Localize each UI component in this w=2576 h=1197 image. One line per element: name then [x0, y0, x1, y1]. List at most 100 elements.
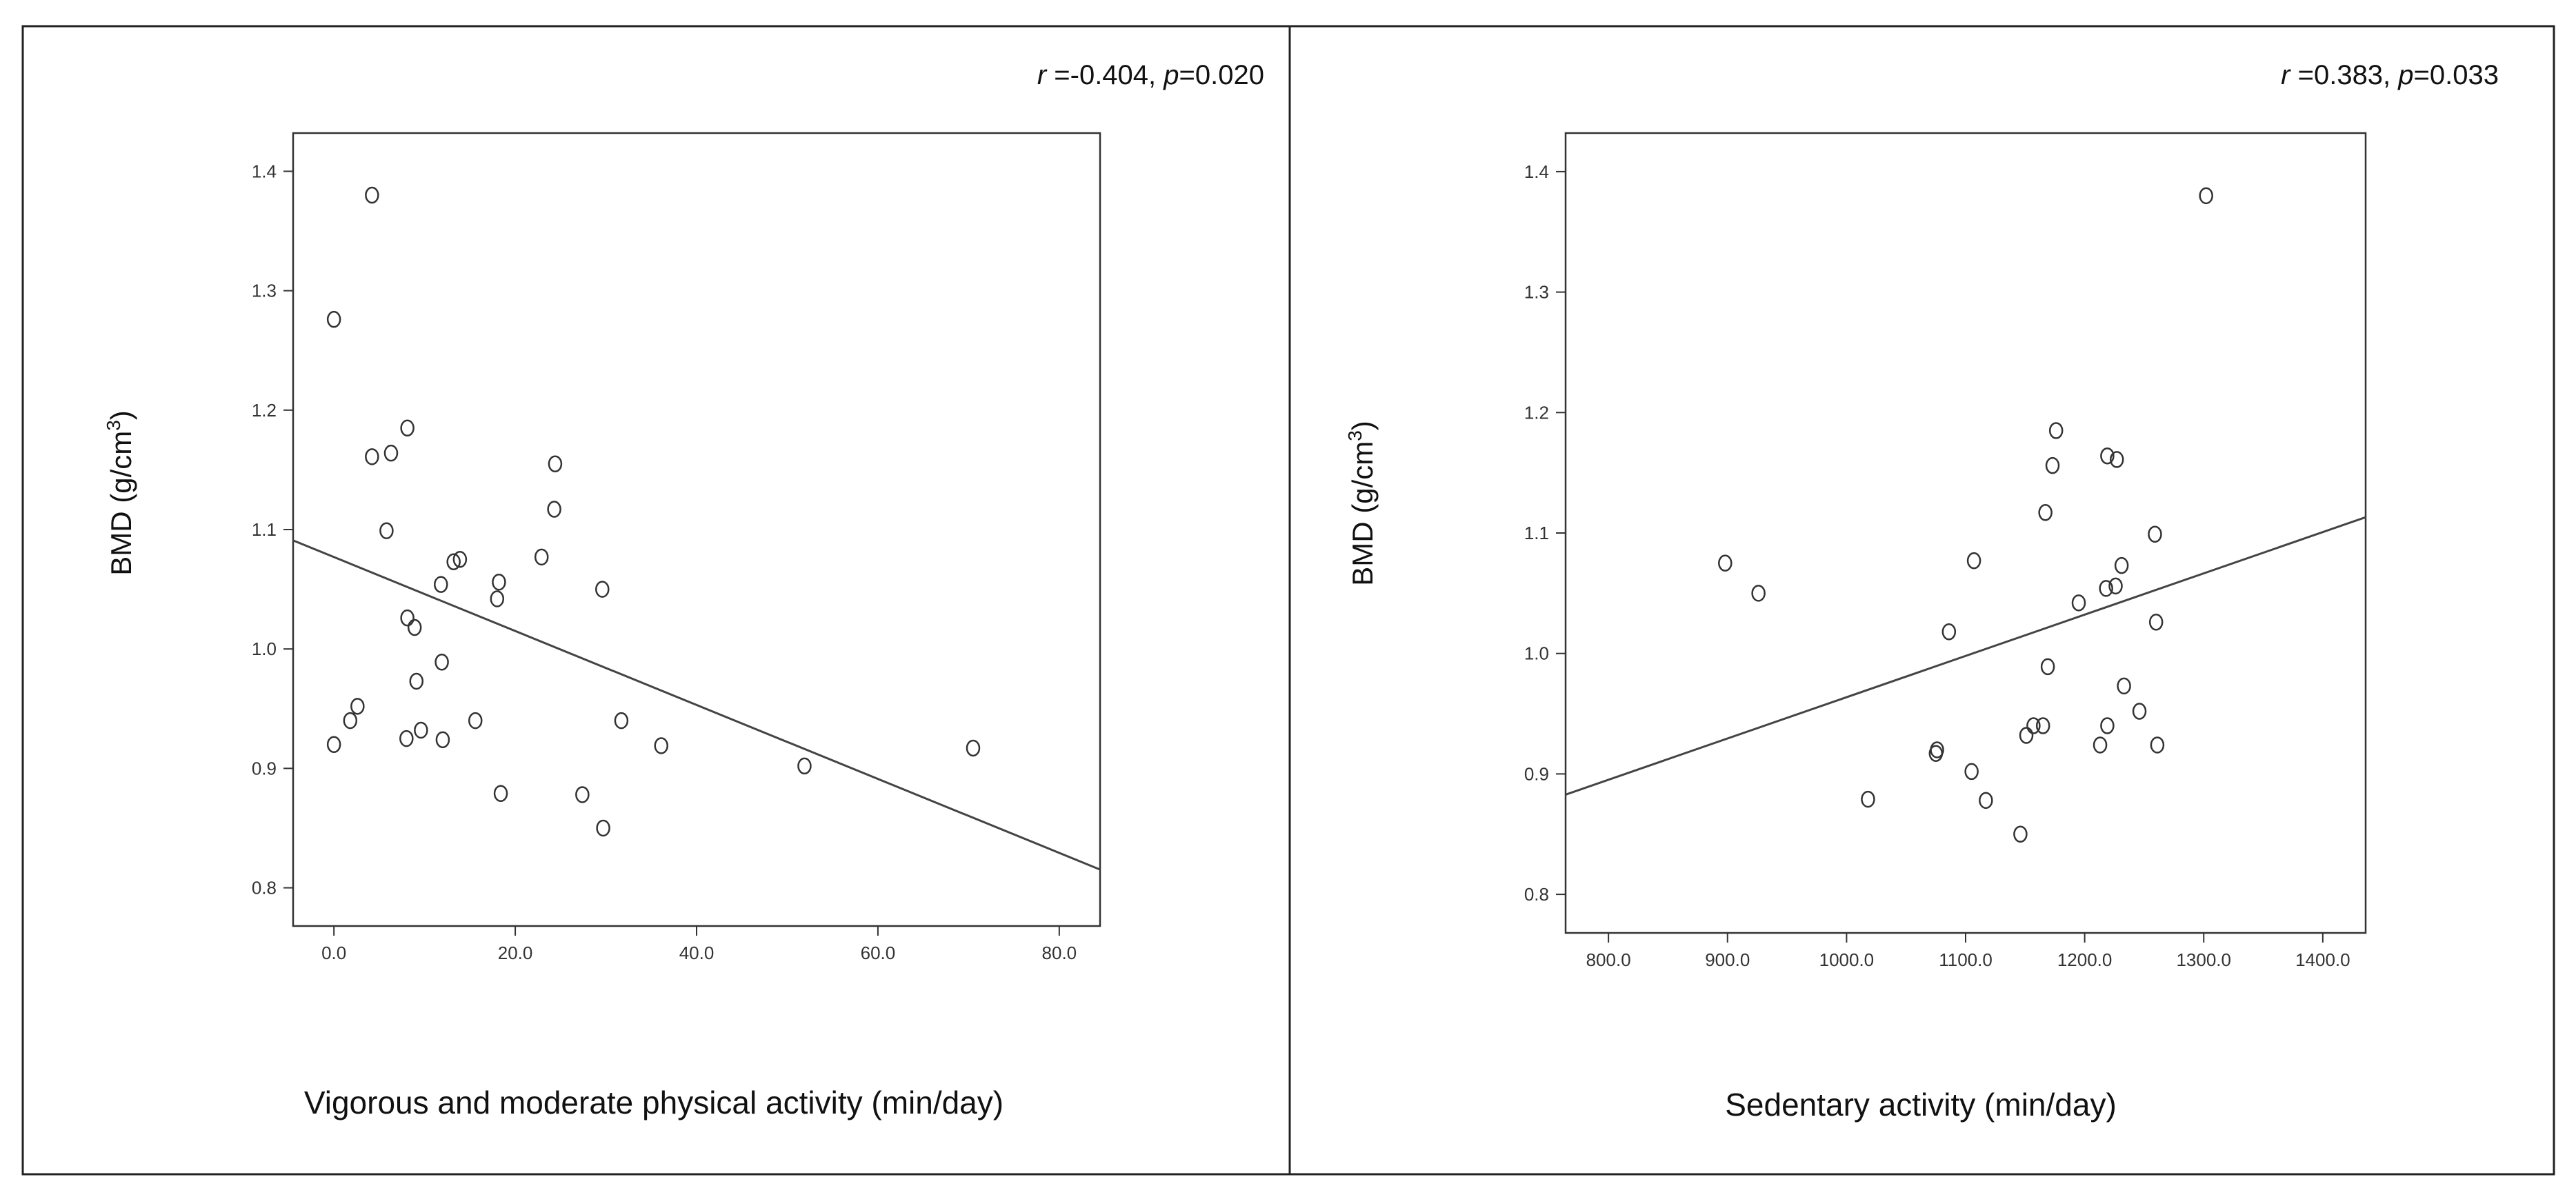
x-tick-label: 20.0	[498, 943, 533, 963]
data-point	[2099, 580, 2113, 597]
y-tick-label: 0.8	[1524, 884, 1549, 905]
x-tick-label: 40.0	[679, 943, 715, 963]
data-point	[534, 548, 549, 566]
y-tick-label: 0.8	[252, 878, 277, 898]
data-point	[407, 618, 422, 636]
data-point	[2117, 677, 2131, 695]
data-point	[383, 444, 399, 462]
y-tick-label: 0.9	[1524, 763, 1549, 784]
data-point	[1718, 554, 1733, 572]
data-point	[2148, 614, 2164, 631]
scatter-panel-vigorous-moderate: r =-0.404, p=0.020 0.0 20.0 40.0 60.0 80.00.…	[103, 60, 1264, 1120]
data-point	[2148, 525, 2162, 543]
data-point	[2013, 825, 2028, 843]
data-point	[2035, 717, 2050, 734]
data-point	[452, 551, 468, 568]
data-point	[490, 590, 505, 607]
data-point	[1751, 585, 1766, 602]
data-point	[1979, 792, 1993, 809]
data-point	[797, 757, 812, 775]
y-tick-label: 1.3	[252, 281, 277, 301]
data-point	[400, 419, 415, 437]
data-point	[435, 731, 450, 749]
x-tick-label: 1200.0	[2057, 949, 2113, 970]
x-tick-label: 1400.0	[2295, 949, 2350, 970]
data-point	[435, 653, 449, 671]
x-axis-label: Sedentary activity (min/day)	[1725, 1087, 2117, 1123]
data-point	[1930, 741, 1944, 758]
x-tick-label: 900.0	[1705, 949, 1750, 970]
data-point	[2026, 717, 2041, 734]
data-point	[654, 737, 668, 754]
data-point	[2071, 594, 2086, 612]
y-axis-label: BMD (g/cm3)	[103, 410, 137, 576]
data-point	[2048, 422, 2064, 439]
data-point	[492, 573, 506, 591]
x-tick-label: 1100.0	[1939, 949, 1993, 970]
data-point	[2093, 736, 2108, 754]
data-point	[399, 730, 414, 747]
x-tick-label: 1300.0	[2176, 949, 2231, 970]
data-point	[493, 785, 508, 803]
y-tick-label: 1.2	[1524, 402, 1549, 423]
data-point	[548, 455, 563, 472]
data-point	[434, 576, 448, 593]
y-tick-label: 1.1	[252, 519, 277, 540]
y-tick-label: 1.3	[1524, 282, 1549, 303]
x-tick-label: 800.0	[1586, 949, 1631, 970]
x-tick-label: 0.0	[321, 943, 346, 963]
correlation-stat: r =0.383, p=0.033	[2281, 60, 2499, 90]
y-tick-label: 0.9	[252, 758, 277, 778]
data-point	[547, 501, 561, 518]
data-point	[400, 609, 415, 627]
data-point	[596, 819, 610, 837]
y-tick-label: 1.0	[252, 638, 277, 659]
data-point	[468, 712, 483, 730]
data-point	[1964, 763, 1979, 781]
data-point	[2038, 504, 2053, 521]
data-point	[2199, 187, 2213, 205]
data-point	[1966, 552, 1981, 570]
regression-line	[1565, 516, 2366, 796]
data-point	[365, 448, 379, 465]
x-tick-label: 1000.0	[1819, 949, 1875, 970]
correlation-stat: r =-0.404, p=0.020	[1037, 60, 1264, 90]
y-tick-label: 1.4	[1524, 161, 1549, 182]
y-tick-label: 1.0	[1524, 643, 1549, 664]
regression-line	[292, 539, 1101, 871]
data-point	[2100, 447, 2115, 465]
data-point	[350, 698, 365, 715]
data-point	[595, 581, 610, 598]
data-point	[1941, 623, 1957, 641]
data-point	[446, 553, 461, 571]
plot-marks: 0.0 20.0 40.0 60.0 80.0 0.8 0.9 1.0 1.1 1.2 1.3 1.4	[252, 161, 1101, 963]
y-tick-label: 1.4	[252, 161, 277, 181]
data-point	[409, 672, 424, 690]
plot-area	[292, 132, 1101, 927]
data-point	[2100, 717, 2115, 734]
data-point	[2019, 727, 2034, 744]
scatter-panel-sedentary: r =0.383, p=0.033 800.0 900.0 1000.0 1100.0…	[1344, 60, 2499, 1123]
data-point	[2132, 703, 2147, 720]
figure-frame	[21, 25, 2555, 1176]
data-point	[2150, 736, 2165, 754]
x-tick-label: 60.0	[861, 943, 896, 963]
data-point	[575, 786, 590, 803]
y-tick-label: 1.2	[252, 400, 277, 421]
plot-marks: 800.0 900.0 1000.0 1100.0 1200.0 1300.0 1400.0…	[1524, 161, 2366, 970]
data-point	[1861, 790, 1875, 808]
data-point	[414, 721, 428, 739]
data-point	[2040, 658, 2055, 676]
data-point	[343, 712, 358, 730]
data-point	[326, 736, 341, 753]
x-tick-label: 80.0	[1042, 943, 1077, 963]
data-point	[2114, 556, 2129, 574]
y-axis-label: BMD (g/cm3)	[1344, 421, 1379, 586]
x-axis-label: Vigorous and moderate physical activity …	[304, 1085, 1004, 1120]
data-point	[966, 739, 981, 757]
data-point	[2045, 456, 2060, 474]
data-point	[326, 310, 341, 328]
data-point	[614, 712, 629, 730]
data-point	[2109, 451, 2124, 468]
